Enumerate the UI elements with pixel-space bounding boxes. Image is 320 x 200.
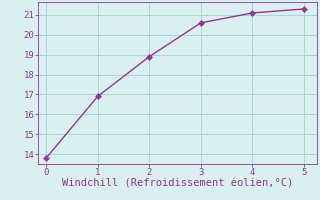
X-axis label: Windchill (Refroidissement éolien,°C): Windchill (Refroidissement éolien,°C) [62, 179, 293, 189]
